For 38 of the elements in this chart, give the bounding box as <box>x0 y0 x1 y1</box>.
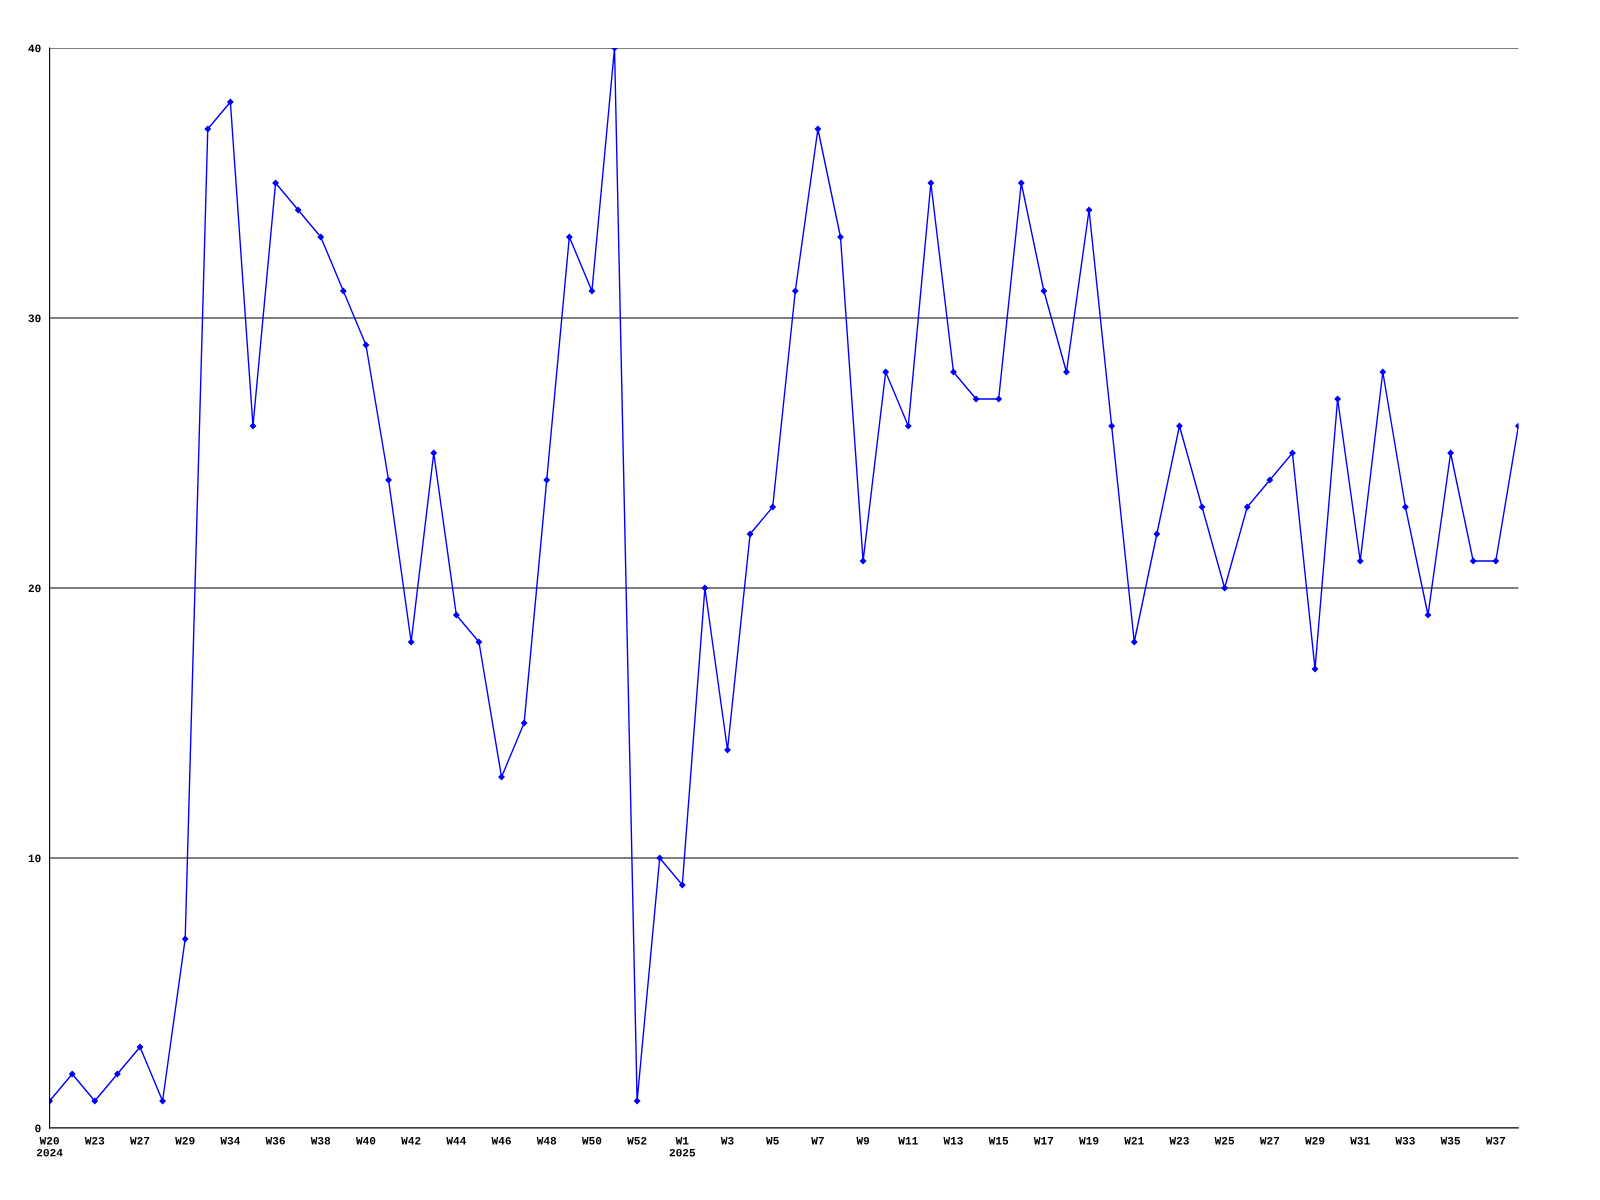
x-tick-label: W27 <box>1259 1136 1280 1145</box>
x-tick-label: W37 <box>1485 1136 1506 1145</box>
x-tick-label: W3 <box>720 1136 734 1145</box>
x-tick-label: W36 <box>265 1136 285 1145</box>
x-tick-label: W13 <box>943 1136 963 1145</box>
x-tick-label: W27 <box>129 1136 150 1145</box>
x-tick-label: W33 <box>1395 1136 1415 1145</box>
x-tick-label: W25 <box>1214 1136 1235 1145</box>
x-tick-label: W23 <box>84 1136 105 1145</box>
x-tick-label: W19 <box>1079 1136 1099 1145</box>
x-tick-label: W35 <box>1440 1136 1461 1145</box>
x-tick-label: W29 <box>175 1136 195 1145</box>
x-tick-label: W1 2025 <box>669 1137 696 1157</box>
x-tick-label: W44 <box>446 1137 467 1145</box>
x-tick-label: W5 <box>766 1137 779 1145</box>
x-tick-label: W9 <box>856 1136 870 1145</box>
y-tick-label: 0 <box>35 1124 41 1133</box>
x-tick-label: W48 <box>536 1136 557 1145</box>
x-tick-label: W21 <box>1124 1136 1144 1145</box>
x-tick-label: W15 <box>988 1137 1009 1145</box>
x-tick-label: W40 <box>355 1136 376 1145</box>
x-tick-label: W42 <box>401 1136 421 1145</box>
y-tick-label: 40 <box>28 44 41 53</box>
x-tick-label: W29 <box>1305 1136 1325 1145</box>
x-tick-label: W38 <box>310 1136 331 1145</box>
x-tick-label: W20 2024 <box>36 1136 63 1157</box>
x-tick-label: W52 <box>627 1136 647 1145</box>
x-tick-label: W50 <box>581 1136 602 1145</box>
y-tick-label: 30 <box>28 314 41 323</box>
x-tick-label: W17 <box>1033 1137 1054 1145</box>
x-tick-label: W11 <box>898 1137 918 1145</box>
x-tick-label: W23 <box>1169 1136 1189 1145</box>
x-tick-label: W46 <box>491 1136 511 1145</box>
y-tick-label: 20 <box>28 584 41 593</box>
x-tick-label: W31 <box>1350 1136 1370 1145</box>
x-tick-label: W7 <box>811 1137 824 1145</box>
x-tick-label: W34 <box>220 1136 241 1145</box>
y-tick-label: 10 <box>28 854 41 863</box>
